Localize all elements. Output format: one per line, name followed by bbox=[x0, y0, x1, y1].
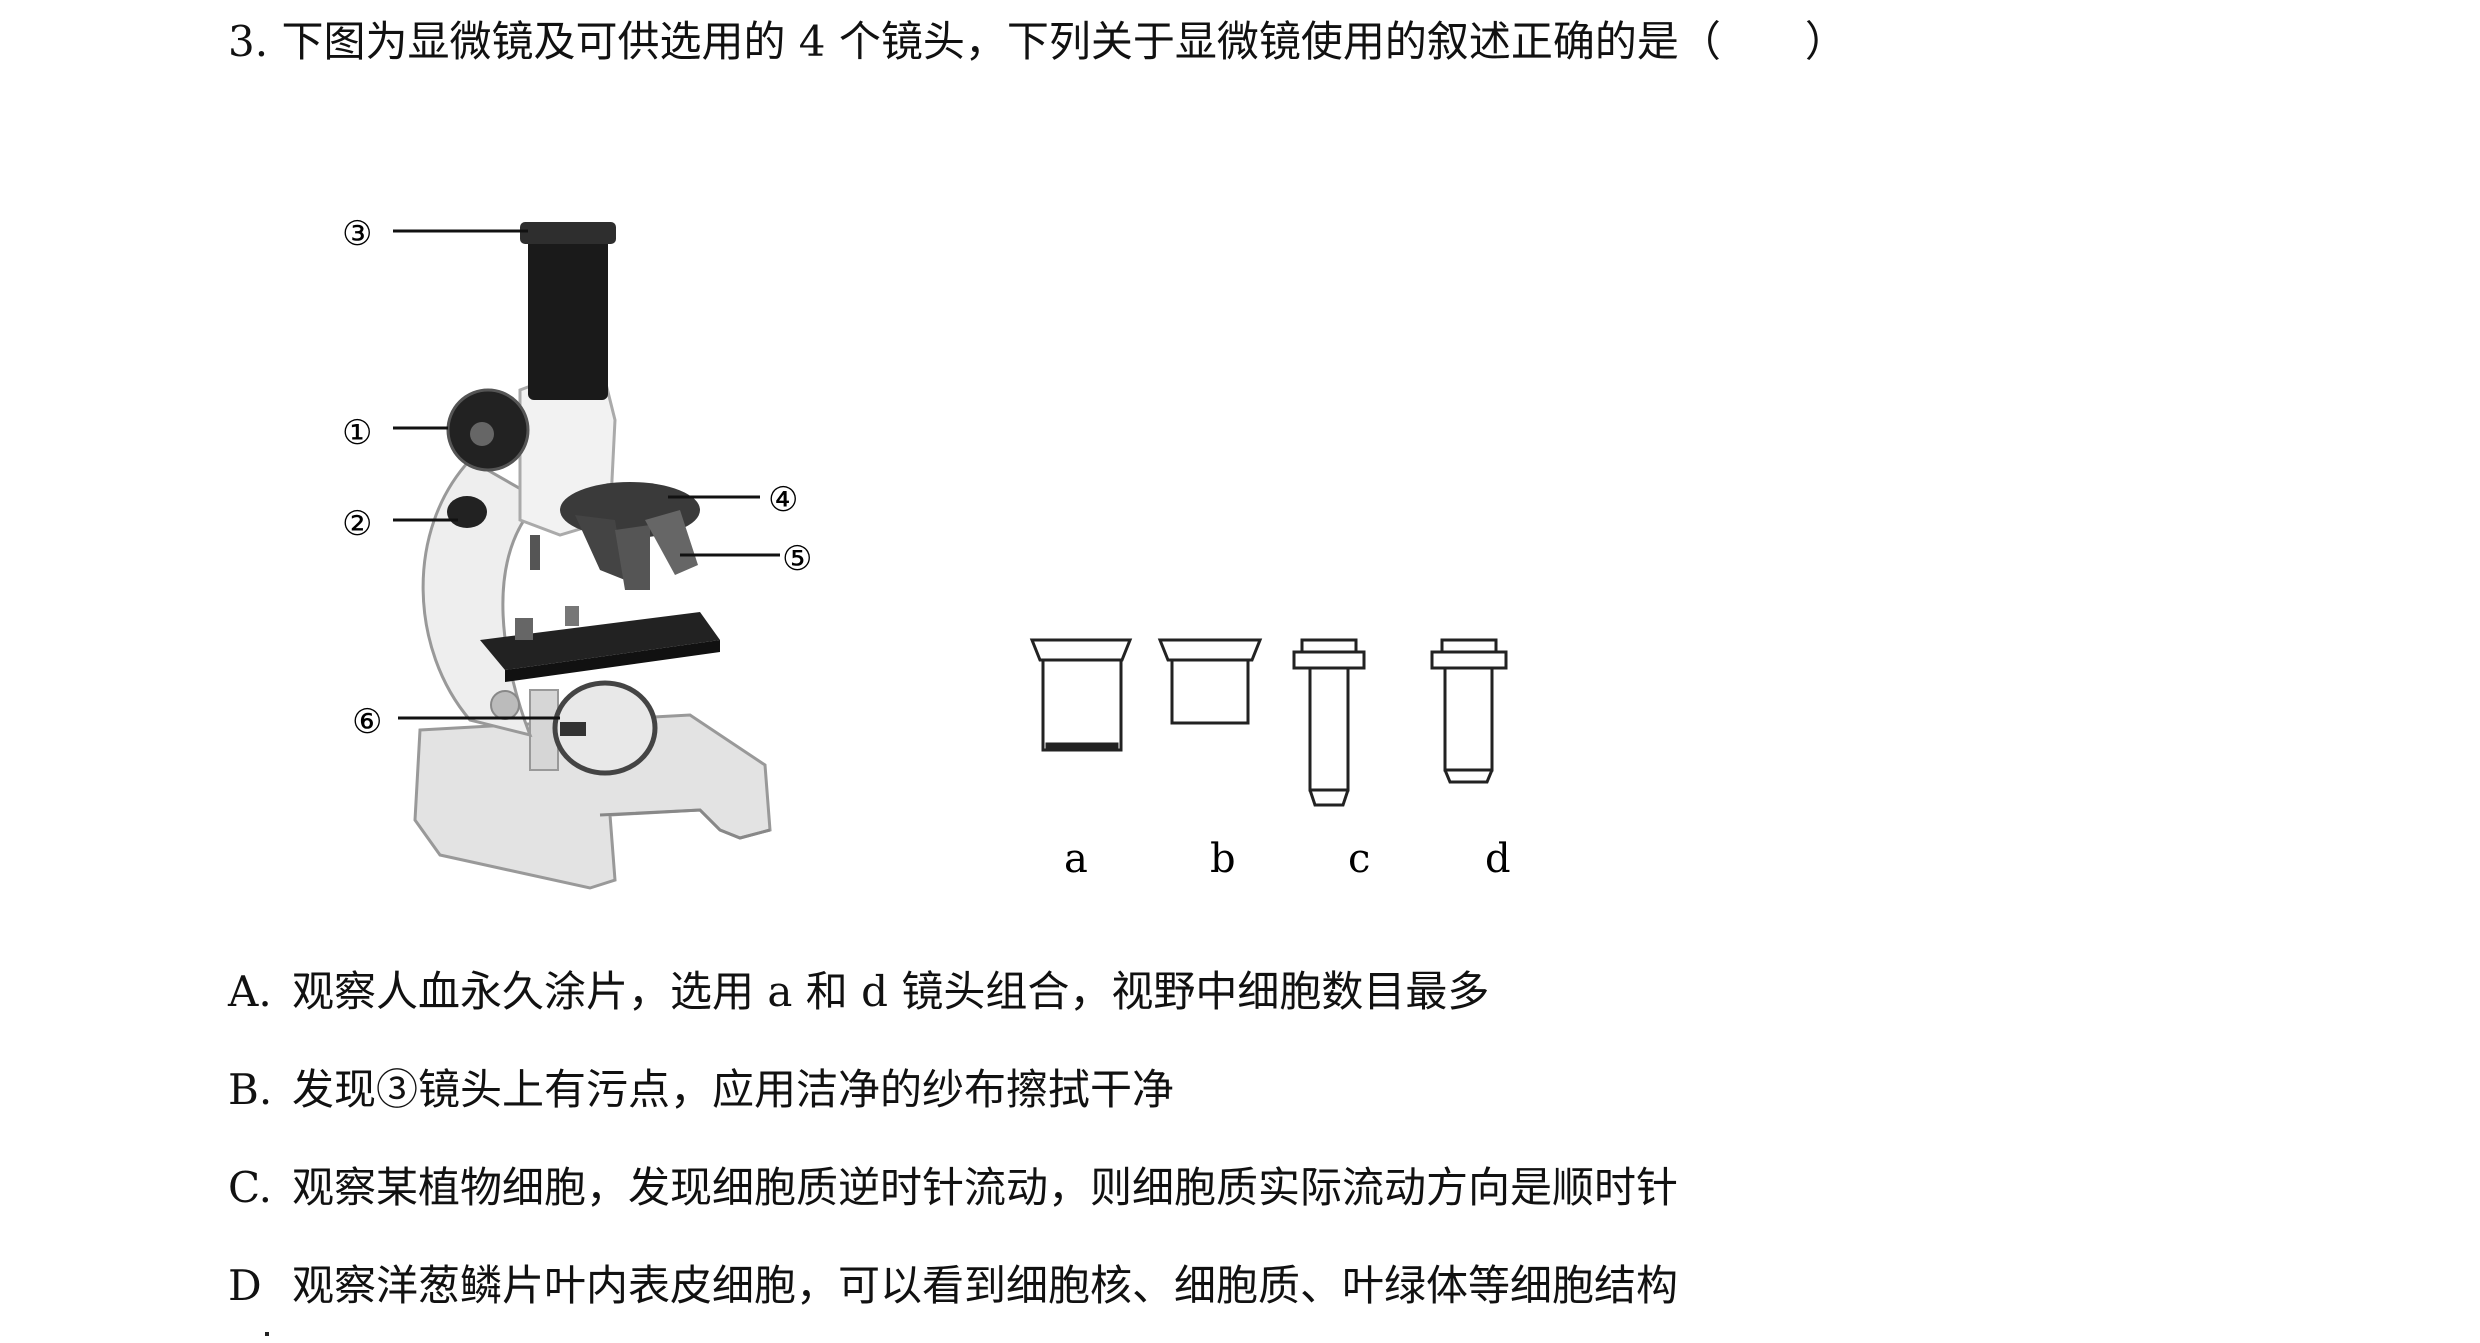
option-b-text: 发现③镜头上有污点，应用洁净的纱布擦拭干净 bbox=[292, 1065, 1175, 1114]
lens-label-d: d bbox=[1485, 836, 1511, 882]
callout-6-label: ⑥ bbox=[352, 702, 382, 742]
option-a[interactable]: A. 观察人血永久涂片，选用 a 和 d 镜头组合，视野中细胞数目最多 bbox=[228, 962, 1489, 1022]
option-c[interactable]: C. 观察某植物细胞，发现细胞质逆时针流动，则细胞质实际流动方向是顺时针 bbox=[228, 1158, 1678, 1218]
question-stem-line: 3. 下图为显微镜及可供选用的 4 个镜头，下列关于显微镜使用的叙述正确的是（ … bbox=[228, 12, 1847, 72]
lens-label-b: b bbox=[1210, 836, 1236, 882]
lens-label-a: a bbox=[1064, 836, 1088, 882]
option-b-letter: B. bbox=[228, 1065, 273, 1114]
objective-lens-c-icon bbox=[1292, 638, 1366, 807]
callout-2-label: ② bbox=[342, 504, 372, 544]
callout-4-label: ④ bbox=[768, 480, 798, 520]
option-a-text: 观察人血永久涂片，选用 a 和 d 镜头组合，视野中细胞数目最多 bbox=[292, 967, 1490, 1016]
option-d-text: 观察洋葱鳞片叶内表皮细胞，可以看到细胞核、细胞质、叶绿体等细胞结构 bbox=[292, 1261, 1679, 1310]
option-d-letter: D bbox=[228, 1261, 262, 1310]
callout-lines bbox=[393, 229, 780, 720]
objective-lens-d-icon bbox=[1430, 638, 1508, 784]
question-stem: 下图为显微镜及可供选用的 4 个镜头，下列关于显微镜使用的叙述正确的是（ ） bbox=[281, 17, 1847, 66]
figure: ① ② ③ ④ ⑤ ⑥ a b bbox=[342, 214, 1511, 890]
option-b[interactable]: B. 发现③镜头上有污点，应用洁净的纱布擦拭干净 bbox=[228, 1060, 1174, 1120]
eyepiece-lens-a-icon bbox=[1029, 638, 1133, 752]
option-a-letter: A. bbox=[228, 967, 272, 1016]
eyepiece-lens-b-icon bbox=[1157, 638, 1263, 725]
question-number: 3. bbox=[228, 17, 269, 66]
microscope-icon bbox=[413, 222, 772, 890]
option-c-letter: C. bbox=[228, 1163, 272, 1212]
option-d[interactable]: D 观察洋葱鳞片叶内表皮细胞，可以看到细胞核、细胞质、叶绿体等细胞结构 bbox=[228, 1256, 1678, 1316]
callout-3-label: ③ bbox=[342, 214, 372, 254]
stray-dot bbox=[265, 1332, 269, 1336]
callout-5-label: ⑤ bbox=[782, 539, 812, 579]
callout-1-label: ① bbox=[342, 413, 372, 453]
option-c-text: 观察某植物细胞，发现细胞质逆时针流动，则细胞质实际流动方向是顺时针 bbox=[292, 1163, 1679, 1212]
lens-label-c: c bbox=[1348, 836, 1370, 882]
